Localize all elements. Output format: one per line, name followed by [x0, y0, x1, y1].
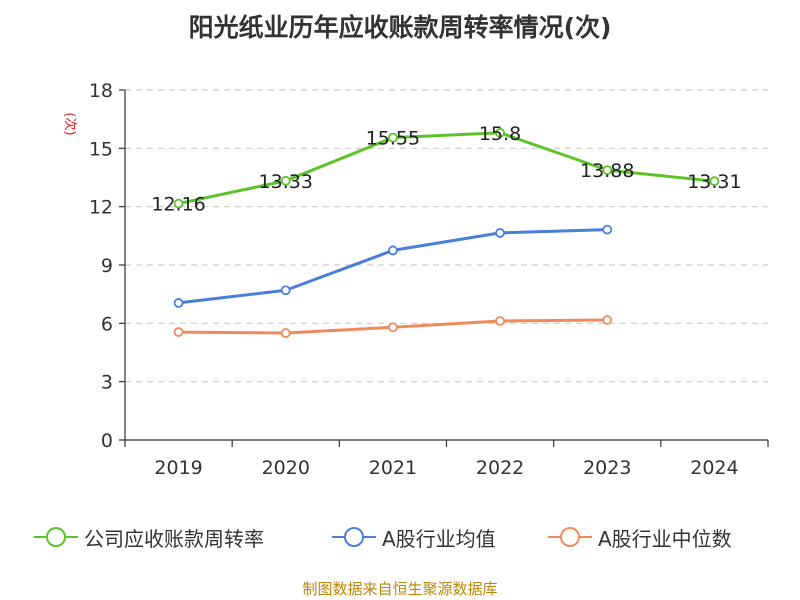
y-tick-label: 9: [101, 255, 113, 277]
data-point-s2-2022: [495, 316, 505, 326]
data-label-2024: 13.31: [687, 171, 741, 193]
legend: 公司应收账款周转率 A股行业均值 A股行业中位数: [0, 520, 800, 554]
data-label-2021: 15.55: [366, 128, 420, 150]
data-point-s1-2020: [280, 285, 291, 296]
data-point-s0-2020: [280, 175, 291, 186]
y-tick-label: 18: [89, 80, 113, 102]
data-point-s0-2023: [602, 165, 613, 176]
y-tick-label: 15: [89, 138, 113, 160]
legend-marker-company: [34, 527, 78, 547]
data-point-s1-2019: [173, 298, 184, 308]
y-tick-label: 3: [101, 372, 113, 394]
data-point-s0-2019: [173, 198, 184, 209]
x-tick-label-2019: 2019: [154, 457, 202, 479]
chart-title: 阳光纸业历年应收账款周转率情况(次): [188, 13, 612, 42]
data-point-s2-2019: [173, 327, 184, 337]
x-tick-label-2021: 2021: [369, 457, 417, 479]
data-label-2020: 13.33: [259, 171, 313, 193]
data-label-2022: 15.8: [479, 123, 521, 145]
data-source-note: 制图数据来自恒生聚源数据库: [302, 580, 498, 598]
y-tick-label: 0: [101, 430, 113, 452]
y-tick-label: 12: [89, 197, 113, 219]
legend-label-company: 公司应收账款周转率: [84, 526, 264, 551]
data-point-s1-2023: [602, 224, 613, 235]
legend-marker-industry-mean: [332, 527, 376, 547]
data-point-s2-2023: [602, 315, 613, 325]
data-point-s0-2022: [495, 127, 505, 138]
legend-label-industry-mean: A股行业均值: [382, 526, 496, 551]
x-tick-label-2023: 2023: [583, 457, 631, 479]
data-point-s0-2024: [709, 176, 720, 187]
data-label-2023: 13.88: [580, 160, 634, 182]
y-axis-label: (次): [62, 112, 78, 135]
legend-item-industry-median[interactable]: A股行业中位数: [548, 520, 732, 554]
x-tick-label-2020: 2020: [262, 457, 310, 479]
legend-label-industry-median: A股行业中位数: [598, 526, 732, 551]
legend-item-company[interactable]: 公司应收账款周转率: [34, 520, 264, 554]
data-point-s0-2021: [388, 132, 398, 143]
series-line-0: [178, 131, 715, 206]
data-point-s2-2021: [388, 322, 398, 333]
legend-marker-industry-median: [548, 527, 592, 547]
x-tick-label-2022: 2022: [476, 457, 524, 479]
x-tick-label-2024: 2024: [690, 457, 738, 479]
y-tick-label: 6: [101, 313, 113, 335]
data-label-2019: 12.16: [151, 194, 205, 216]
data-point-s2-2020: [280, 328, 291, 338]
legend-item-industry-mean[interactable]: A股行业均值: [332, 520, 496, 554]
data-point-s1-2021: [388, 245, 398, 256]
data-point-s1-2022: [495, 228, 505, 238]
series-line-1: [178, 228, 608, 305]
